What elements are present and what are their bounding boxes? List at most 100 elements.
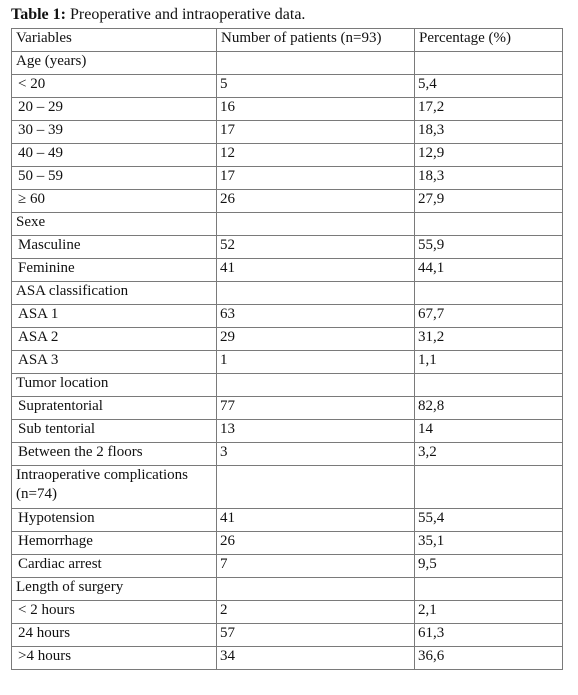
percentage-cell: 55,4 xyxy=(414,508,563,532)
percentage-cell: 5,4 xyxy=(414,74,563,98)
table-row: 30 – 39 17 18,3 xyxy=(11,120,563,144)
variable-cell: 20 – 29 xyxy=(11,97,217,121)
patients-count-cell: 1 xyxy=(216,350,415,374)
percentage-cell xyxy=(414,465,563,509)
group-label-cell: Sexe xyxy=(11,212,217,236)
variable-cell: 40 – 49 xyxy=(11,143,217,167)
table-row: Supratentorial 77 82,8 xyxy=(11,396,563,420)
table-group-row: Sexe xyxy=(11,212,563,236)
table-row: < 20 5 5,4 xyxy=(11,74,563,98)
variable-cell: Hypotension xyxy=(11,508,217,532)
table-row: ASA 3 1 1,1 xyxy=(11,350,563,374)
variable-cell: Masculine xyxy=(11,235,217,259)
percentage-cell: 18,3 xyxy=(414,166,563,190)
patients-count-cell: 17 xyxy=(216,166,415,190)
table-row: Between the 2 floors 3 3,2 xyxy=(11,442,563,466)
table-caption: Table 1: Preoperative and intraoperative… xyxy=(11,6,578,28)
variable-cell: >4 hours xyxy=(11,646,217,670)
group-label-cell: ASA classification xyxy=(11,281,217,305)
percentage-cell: 17,2 xyxy=(414,97,563,121)
patients-count-cell: 52 xyxy=(216,235,415,259)
percentage-cell xyxy=(414,577,563,601)
percentage-cell: 14 xyxy=(414,419,563,443)
table-group-row: Length of surgery xyxy=(11,577,563,601)
patients-count-cell: 77 xyxy=(216,396,415,420)
variable-cell: Between the 2 floors xyxy=(11,442,217,466)
table-row: ≥ 60 26 27,9 xyxy=(11,189,563,213)
patients-count-cell: 5 xyxy=(216,74,415,98)
table-row: 50 – 59 17 18,3 xyxy=(11,166,563,190)
percentage-cell: 9,5 xyxy=(414,554,563,578)
variable-cell: Cardiac arrest xyxy=(11,554,217,578)
variable-cell: Supratentorial xyxy=(11,396,217,420)
header-number-of-patients: Number of patients (n=93) xyxy=(216,28,415,52)
patients-count-cell: 57 xyxy=(216,623,415,647)
table-group-row: Tumor location xyxy=(11,373,563,397)
table-row: 24 hours 57 61,3 xyxy=(11,623,563,647)
variable-cell: < 20 xyxy=(11,74,217,98)
patients-count-cell xyxy=(216,465,415,509)
table-row: 40 – 49 12 12,9 xyxy=(11,143,563,167)
patients-count-cell xyxy=(216,51,415,75)
table-header-row: Variables Number of patients (n=93) Perc… xyxy=(11,28,563,52)
table-caption-text: Preoperative and intraoperative data. xyxy=(65,6,306,23)
variable-cell: ≥ 60 xyxy=(11,189,217,213)
percentage-cell: 3,2 xyxy=(414,442,563,466)
variable-cell: ASA 1 xyxy=(11,304,217,328)
table-row: Hypotension 41 55,4 xyxy=(11,508,563,532)
patients-count-cell: 12 xyxy=(216,143,415,167)
table-row: Masculine 52 55,9 xyxy=(11,235,563,259)
variable-cell: 50 – 59 xyxy=(11,166,217,190)
patients-count-cell: 2 xyxy=(216,600,415,624)
patients-count-cell: 41 xyxy=(216,258,415,282)
table-group-row: ASA classification xyxy=(11,281,563,305)
patients-count-cell: 63 xyxy=(216,304,415,328)
patients-count-cell: 16 xyxy=(216,97,415,121)
data-table: Variables Number of patients (n=93) Perc… xyxy=(11,28,563,670)
variable-cell: Hemorrhage xyxy=(11,531,217,555)
patients-count-cell: 17 xyxy=(216,120,415,144)
variable-cell: 24 hours xyxy=(11,623,217,647)
percentage-cell: 27,9 xyxy=(414,189,563,213)
header-variables: Variables xyxy=(11,28,217,52)
percentage-cell xyxy=(414,281,563,305)
variable-cell: ASA 3 xyxy=(11,350,217,374)
patients-count-cell xyxy=(216,212,415,236)
percentage-cell xyxy=(414,373,563,397)
table-caption-label: Table 1: xyxy=(11,6,66,23)
table-group-row: Intraoperative complications (n=74) xyxy=(11,465,563,509)
percentage-cell: 1,1 xyxy=(414,350,563,374)
percentage-cell: 12,9 xyxy=(414,143,563,167)
group-label-cell: Intraoperative complications (n=74) xyxy=(11,465,217,509)
header-percentage: Percentage (%) xyxy=(414,28,563,52)
variable-cell: Feminine xyxy=(11,258,217,282)
variable-cell: < 2 hours xyxy=(11,600,217,624)
percentage-cell: 18,3 xyxy=(414,120,563,144)
table-row: 20 – 29 16 17,2 xyxy=(11,97,563,121)
group-label-cell: Length of surgery xyxy=(11,577,217,601)
table-row: Hemorrhage 26 35,1 xyxy=(11,531,563,555)
table-row: ASA 1 63 67,7 xyxy=(11,304,563,328)
table-row: ASA 2 29 31,2 xyxy=(11,327,563,351)
table-row: >4 hours 34 36,6 xyxy=(11,646,563,670)
percentage-cell: 67,7 xyxy=(414,304,563,328)
table-body: Age (years) < 20 5 5,4 20 – 29 16 17,2 30 – 39 1… xyxy=(11,51,563,670)
percentage-cell xyxy=(414,212,563,236)
patients-count-cell: 3 xyxy=(216,442,415,466)
patients-count-cell: 13 xyxy=(216,419,415,443)
patients-count-cell: 29 xyxy=(216,327,415,351)
percentage-cell xyxy=(414,51,563,75)
patients-count-cell: 26 xyxy=(216,531,415,555)
patients-count-cell xyxy=(216,373,415,397)
group-label-cell: Age (years) xyxy=(11,51,217,75)
patients-count-cell xyxy=(216,281,415,305)
percentage-cell: 31,2 xyxy=(414,327,563,351)
patients-count-cell: 26 xyxy=(216,189,415,213)
percentage-cell: 44,1 xyxy=(414,258,563,282)
variable-cell: 30 – 39 xyxy=(11,120,217,144)
percentage-cell: 55,9 xyxy=(414,235,563,259)
group-label-cell: Tumor location xyxy=(11,373,217,397)
variable-cell: Sub tentorial xyxy=(11,419,217,443)
table-row: Sub tentorial 13 14 xyxy=(11,419,563,443)
